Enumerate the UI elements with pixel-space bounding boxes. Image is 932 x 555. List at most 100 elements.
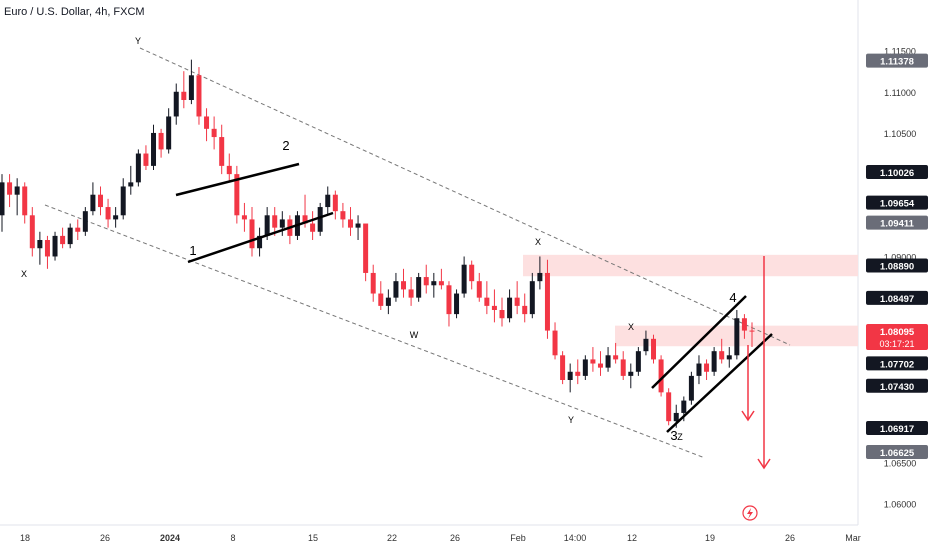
candle-body — [105, 207, 111, 220]
wave-label: X — [628, 322, 634, 332]
candle-body — [234, 174, 240, 216]
candle-body — [499, 310, 505, 319]
y-tick-label: 1.06500 — [884, 458, 917, 468]
candle-body — [454, 293, 460, 315]
candle-body — [749, 330, 755, 332]
x-tick-label: 18 — [20, 533, 30, 543]
candle-body — [82, 211, 88, 232]
candle-body — [529, 281, 535, 315]
candle-body — [696, 363, 702, 376]
x-tick-label: 22 — [387, 533, 397, 543]
candle-body — [605, 355, 611, 368]
candle-body — [90, 194, 96, 212]
candle-body — [408, 289, 414, 298]
x-tick-label: 26 — [450, 533, 460, 543]
x-tick-label: Mar — [845, 533, 861, 543]
candle-body — [370, 272, 376, 294]
candle-body — [181, 91, 187, 100]
candle-body — [67, 227, 73, 245]
wave-label: X — [535, 237, 541, 247]
candle-body — [14, 186, 20, 195]
wave-label: 3 — [670, 428, 677, 443]
price-tag-label: 1.10026 — [880, 168, 914, 179]
candle-body — [620, 359, 626, 376]
price-tag-label: 1.08890 — [880, 262, 914, 273]
price-tag-label: 1.07702 — [880, 359, 914, 370]
price-tag-label: 1.08497 — [880, 294, 914, 305]
candle-body — [340, 211, 346, 220]
candle-body — [310, 223, 316, 232]
price-tag-label: 1.08095 — [880, 327, 915, 338]
price-tag — [866, 421, 928, 436]
wave-label: Y — [135, 36, 141, 46]
price-tag-label: 1.07430 — [880, 382, 914, 393]
price-tag-label: 1.11378 — [880, 57, 914, 68]
candle-body — [469, 264, 475, 282]
candle-body — [257, 235, 263, 249]
price-tag-label: 1.06917 — [880, 424, 914, 435]
y-tick-label: 1.10500 — [884, 129, 917, 139]
candle-body — [219, 137, 225, 166]
candle-body — [401, 281, 407, 290]
price-tag — [866, 258, 928, 273]
wave-label: W — [410, 330, 419, 340]
candle-body — [75, 227, 81, 232]
candle-body — [476, 281, 482, 298]
candle-body — [575, 371, 581, 376]
candle-body — [537, 272, 543, 282]
candle-body — [151, 132, 157, 166]
wave-label: 2 — [282, 138, 289, 153]
price-tag — [866, 290, 928, 305]
candle-body — [0, 182, 5, 216]
price-tag — [866, 324, 928, 350]
price-tag-label: 1.09654 — [880, 199, 915, 210]
x-tick-label: 2024 — [160, 533, 180, 543]
candle-body — [29, 215, 35, 249]
candle-body — [681, 400, 687, 413]
trendline — [651, 295, 747, 389]
candle-body — [37, 240, 43, 249]
candle-body — [363, 223, 369, 273]
candle-body — [651, 338, 657, 360]
y-tick-label: 1.11500 — [884, 47, 916, 57]
x-tick-label: 26 — [100, 533, 110, 543]
projection-arrow-head — [741, 410, 755, 422]
candle-body — [726, 355, 732, 360]
candle-body — [188, 75, 194, 100]
x-tick-label: 12 — [627, 533, 637, 543]
candle-body — [196, 75, 202, 117]
candle-body — [226, 165, 232, 175]
candle-body — [128, 182, 134, 187]
candle-body — [249, 219, 255, 249]
price-tag — [866, 53, 928, 68]
candle-body — [332, 194, 338, 212]
x-tick-label: 19 — [705, 533, 715, 543]
candle-body — [704, 363, 710, 372]
candle-body — [393, 281, 399, 298]
price-tag — [866, 215, 928, 230]
candle-body — [113, 215, 119, 220]
wave-label: 4 — [729, 290, 736, 305]
y-tick-label: 1.09000 — [884, 252, 917, 262]
wave-label: X — [21, 269, 27, 279]
candle-body — [211, 128, 217, 138]
price-tag-label: 1.09411 — [880, 219, 915, 230]
candle-body — [264, 215, 270, 236]
candle-body — [158, 132, 164, 150]
price-tag — [866, 356, 928, 371]
candle-body — [44, 240, 50, 257]
candle-body — [378, 293, 384, 306]
x-tick-label: 14:00 — [564, 533, 587, 543]
candle-body — [166, 116, 172, 150]
x-tick-label: 15 — [308, 533, 318, 543]
candle-body — [613, 355, 619, 360]
candle-body — [560, 355, 566, 380]
bolt-icon — [747, 508, 753, 519]
candle-body — [461, 264, 467, 294]
candle-body — [635, 351, 641, 372]
candle-body — [325, 194, 331, 208]
bolt-icon — [742, 505, 758, 521]
candle-body — [590, 359, 596, 364]
